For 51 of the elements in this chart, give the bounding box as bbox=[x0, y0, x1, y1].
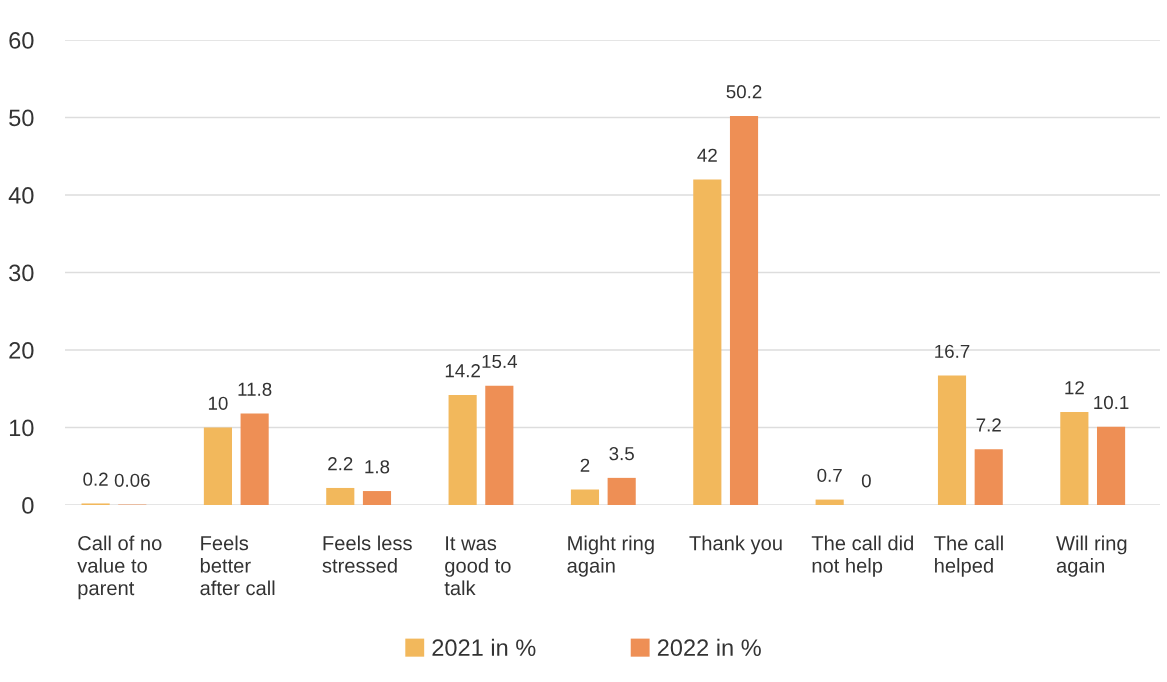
bar bbox=[607, 477, 636, 505]
x-tick-label: Might ring again bbox=[567, 535, 654, 577]
data-label: 0.2 bbox=[83, 472, 108, 486]
data-label: 15.4 bbox=[482, 354, 518, 369]
data-label: 7.2 bbox=[976, 418, 1001, 432]
data-label: 1.8 bbox=[365, 460, 390, 474]
data-label: 2.2 bbox=[328, 457, 353, 471]
data-label: 50.2 bbox=[726, 85, 762, 99]
data-label: 42 bbox=[697, 148, 717, 162]
bar bbox=[485, 385, 514, 505]
y-tick-label: 40 bbox=[8, 187, 34, 204]
bar bbox=[326, 487, 355, 505]
y-tick-label: 50 bbox=[9, 109, 34, 127]
x-tick-label: Call of no value to parent bbox=[77, 535, 162, 600]
data-label: 0 bbox=[861, 474, 871, 488]
data-label: 3.5 bbox=[609, 447, 634, 461]
x-tick-label: The call did not help bbox=[811, 535, 913, 577]
legend-label: 2021 in % bbox=[432, 638, 536, 657]
bar bbox=[693, 179, 722, 505]
data-label: 14.2 bbox=[445, 364, 480, 378]
x-tick-label: Feels better after call bbox=[200, 535, 275, 596]
bar bbox=[240, 413, 269, 505]
x-tick-label: Thank you bbox=[689, 535, 782, 555]
bar bbox=[448, 394, 477, 505]
bar bbox=[1060, 412, 1089, 505]
bar bbox=[570, 489, 600, 505]
bar bbox=[937, 375, 967, 505]
data-label: 0.06 bbox=[114, 473, 150, 487]
y-tick-label: 10 bbox=[9, 419, 34, 437]
x-tick-label: Feels less stressed bbox=[322, 535, 412, 573]
data-label: 0.7 bbox=[817, 468, 842, 482]
x-tick-label: It was good to talk bbox=[444, 536, 511, 596]
data-label: 11.8 bbox=[238, 382, 272, 396]
y-tick-label: 0 bbox=[22, 497, 34, 514]
y-tick-label: 20 bbox=[9, 342, 34, 359]
y-tick-label: 30 bbox=[9, 264, 34, 282]
y-tick-label: 60 bbox=[9, 32, 34, 49]
data-label: 2 bbox=[580, 458, 590, 472]
data-label: 16.7 bbox=[935, 344, 970, 358]
legend-label: 2022 in % bbox=[657, 638, 761, 657]
data-label: 10.1 bbox=[1094, 395, 1129, 410]
bar bbox=[1096, 426, 1126, 505]
x-tick-label: The call helped bbox=[934, 535, 1003, 577]
bar bbox=[974, 449, 1003, 505]
bar bbox=[729, 115, 759, 505]
bar bbox=[815, 499, 844, 505]
bar bbox=[203, 427, 232, 505]
x-tick-label: Will ring again bbox=[1056, 535, 1127, 577]
data-label: 12 bbox=[1065, 381, 1084, 395]
bar bbox=[362, 491, 392, 505]
data-label: 10 bbox=[208, 396, 228, 410]
